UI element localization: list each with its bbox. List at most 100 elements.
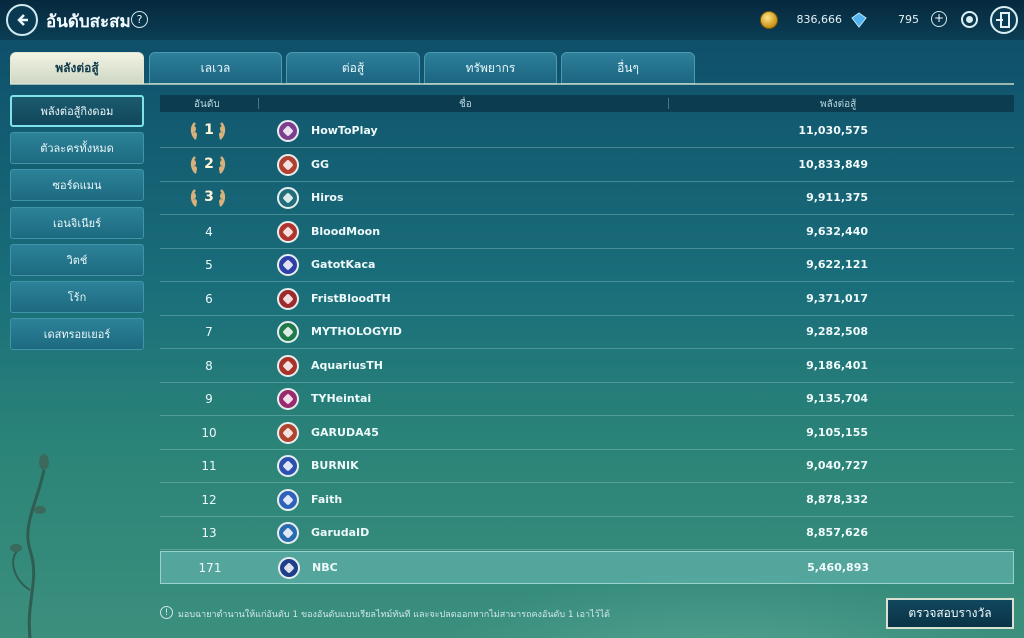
combat-power-value: 10,833,849	[798, 157, 868, 171]
combat-power-value: 8,878,332	[806, 492, 868, 506]
gem-counter: 795 +	[850, 10, 950, 30]
player-name: GatotKaca	[311, 258, 376, 271]
tab-divider	[10, 83, 1014, 85]
guild-crest-icon	[277, 220, 299, 243]
table-row[interactable]: 3 Hiros 9,911,375	[160, 182, 1014, 215]
combat-power-value: 11,030,575	[798, 124, 868, 137]
rank-number: 9	[205, 392, 213, 406]
rank-number: 5	[205, 258, 213, 272]
gold-amount: 836,666	[796, 13, 843, 26]
sidebar-item-witch[interactable]: วิตช์	[10, 244, 144, 276]
arrow-left-icon	[17, 14, 28, 26]
guild-crest-icon	[278, 556, 300, 579]
sidebar-item-swordman[interactable]: ซอร์ดแมน	[10, 169, 144, 201]
tab-others[interactable]: อื่นๆ	[561, 52, 695, 84]
guild-crest-icon	[277, 354, 299, 377]
add-gems-button[interactable]: +	[931, 11, 947, 27]
table-row[interactable]: 11 BURNIK 9,040,727	[160, 450, 1014, 483]
table-row[interactable]: 4 BloodMoon 9,632,440	[160, 216, 1014, 249]
table-row[interactable]: 9 TYHeintai 9,135,704	[160, 383, 1014, 416]
guild-crest-icon	[277, 321, 299, 343]
gem-amount: 795	[898, 13, 919, 26]
rank-number: 3	[204, 189, 214, 205]
table-row[interactable]: 2 GG 10,833,849	[160, 149, 1014, 182]
table-row[interactable]: 13 GarudaID 8,857,626	[160, 517, 1014, 550]
combat-power-value: 8,857,626	[806, 526, 868, 539]
rank-number: 12	[201, 492, 217, 507]
tab-combat-power[interactable]: พลังต่อสู้	[10, 52, 144, 84]
guild-crest-icon	[277, 388, 299, 410]
my-rank-row[interactable]: 171 NBC 5,460,893	[160, 550, 1014, 584]
combat-power-value: 9,040,727	[806, 459, 868, 472]
rank-number: 10	[201, 425, 217, 440]
player-name: BloodMoon	[311, 224, 381, 238]
rank-number: 13	[201, 526, 217, 540]
player-name: GARUDA45	[311, 425, 379, 439]
rank-number: 8	[205, 358, 213, 373]
footer-note: มอบฉายาตำนานให้แก่อันดับ 1 ของอันดับแบบเ…	[178, 610, 610, 620]
back-button[interactable]	[6, 4, 38, 36]
tab-level[interactable]: เลเวล	[149, 52, 282, 84]
sidebar-item-destroyer[interactable]: เดสทรอยเยอร์	[10, 318, 144, 350]
sidebar-item-rogue[interactable]: โร้ก	[10, 281, 144, 313]
sidebar-item-engineer[interactable]: เอนจิเนียร์	[10, 207, 144, 239]
sidebar-item-all-characters[interactable]: ตัวละครทั้งหมด	[10, 132, 144, 164]
guild-crest-icon	[277, 120, 299, 142]
info-icon: !	[160, 606, 173, 619]
sidebar-item-kingdom-power[interactable]: พลังต่อสู้กิงดอม	[10, 95, 144, 127]
table-row[interactable]: 10 GARUDA45 9,105,155	[160, 417, 1014, 450]
guild-crest-icon	[277, 287, 299, 310]
player-name: HowToPlay	[311, 124, 378, 137]
gold-counter: 836,666	[760, 10, 846, 30]
player-name: AquariusTH	[311, 358, 383, 372]
combat-power-value: 9,135,704	[806, 392, 868, 405]
combat-power-value: 5,460,893	[807, 560, 869, 574]
table-row[interactable]: 5 GatotKaca 9,622,121	[160, 249, 1014, 282]
combat-power-value: 9,632,440	[806, 224, 868, 238]
vine-decoration	[10, 454, 49, 638]
guild-crest-icon	[277, 455, 299, 477]
combat-power-value: 9,282,508	[806, 325, 868, 338]
player-name: Hiros	[311, 191, 344, 204]
settings-icon[interactable]	[961, 11, 978, 28]
tab-battle[interactable]: ต่อสู้	[286, 52, 420, 84]
laurel-medal-icon	[190, 155, 226, 174]
table-header: อันดับ ชื่อ พลังต่อสู้	[160, 95, 1014, 112]
rank-number: 4	[205, 224, 213, 239]
gem-icon	[851, 12, 867, 28]
combat-power-value: 9,105,155	[806, 425, 868, 439]
player-name: GG	[311, 157, 330, 171]
column-header-name: ชื่อ	[459, 99, 472, 110]
exit-icon	[996, 12, 1010, 28]
guild-crest-icon	[277, 153, 299, 176]
player-name: NBC	[312, 560, 338, 574]
column-header-rank: อันดับ	[194, 99, 220, 110]
guild-crest-icon	[277, 522, 299, 544]
check-rewards-button[interactable]: ตรวจสอบรางวัล	[886, 598, 1014, 629]
player-name: BURNIK	[311, 459, 359, 472]
column-header-power: พลังต่อสู้	[820, 99, 857, 110]
help-icon[interactable]: ?	[131, 11, 148, 28]
table-row[interactable]: 6 FristBloodTH 9,371,017	[160, 283, 1014, 316]
table-row[interactable]: 8 AquariusTH 9,186,401	[160, 350, 1014, 383]
laurel-medal-icon	[190, 122, 226, 140]
table-row[interactable]: 12 Faith 8,878,332	[160, 484, 1014, 517]
table-row[interactable]: 7 MYTHOLOGYID 9,282,508	[160, 316, 1014, 349]
rank-number: 6	[205, 291, 213, 306]
column-separator	[258, 98, 259, 109]
player-name: Faith	[311, 492, 343, 506]
rank-number: 171	[198, 560, 222, 575]
table-row[interactable]: 1 HowToPlay 11,030,575	[160, 115, 1014, 148]
rank-number: 2	[204, 155, 214, 172]
player-name: FristBloodTH	[311, 291, 391, 305]
rank-number: 11	[201, 459, 217, 473]
rank-number: 7	[205, 325, 213, 339]
exit-button[interactable]	[990, 6, 1018, 34]
combat-power-value: 9,186,401	[806, 358, 868, 372]
combat-power-value: 9,911,375	[806, 191, 868, 204]
guild-crest-icon	[277, 421, 299, 444]
player-name: TYHeintai	[311, 392, 372, 405]
tab-resources[interactable]: ทรัพยากร	[424, 52, 557, 84]
guild-crest-icon	[277, 187, 299, 209]
guild-crest-icon	[277, 254, 299, 276]
